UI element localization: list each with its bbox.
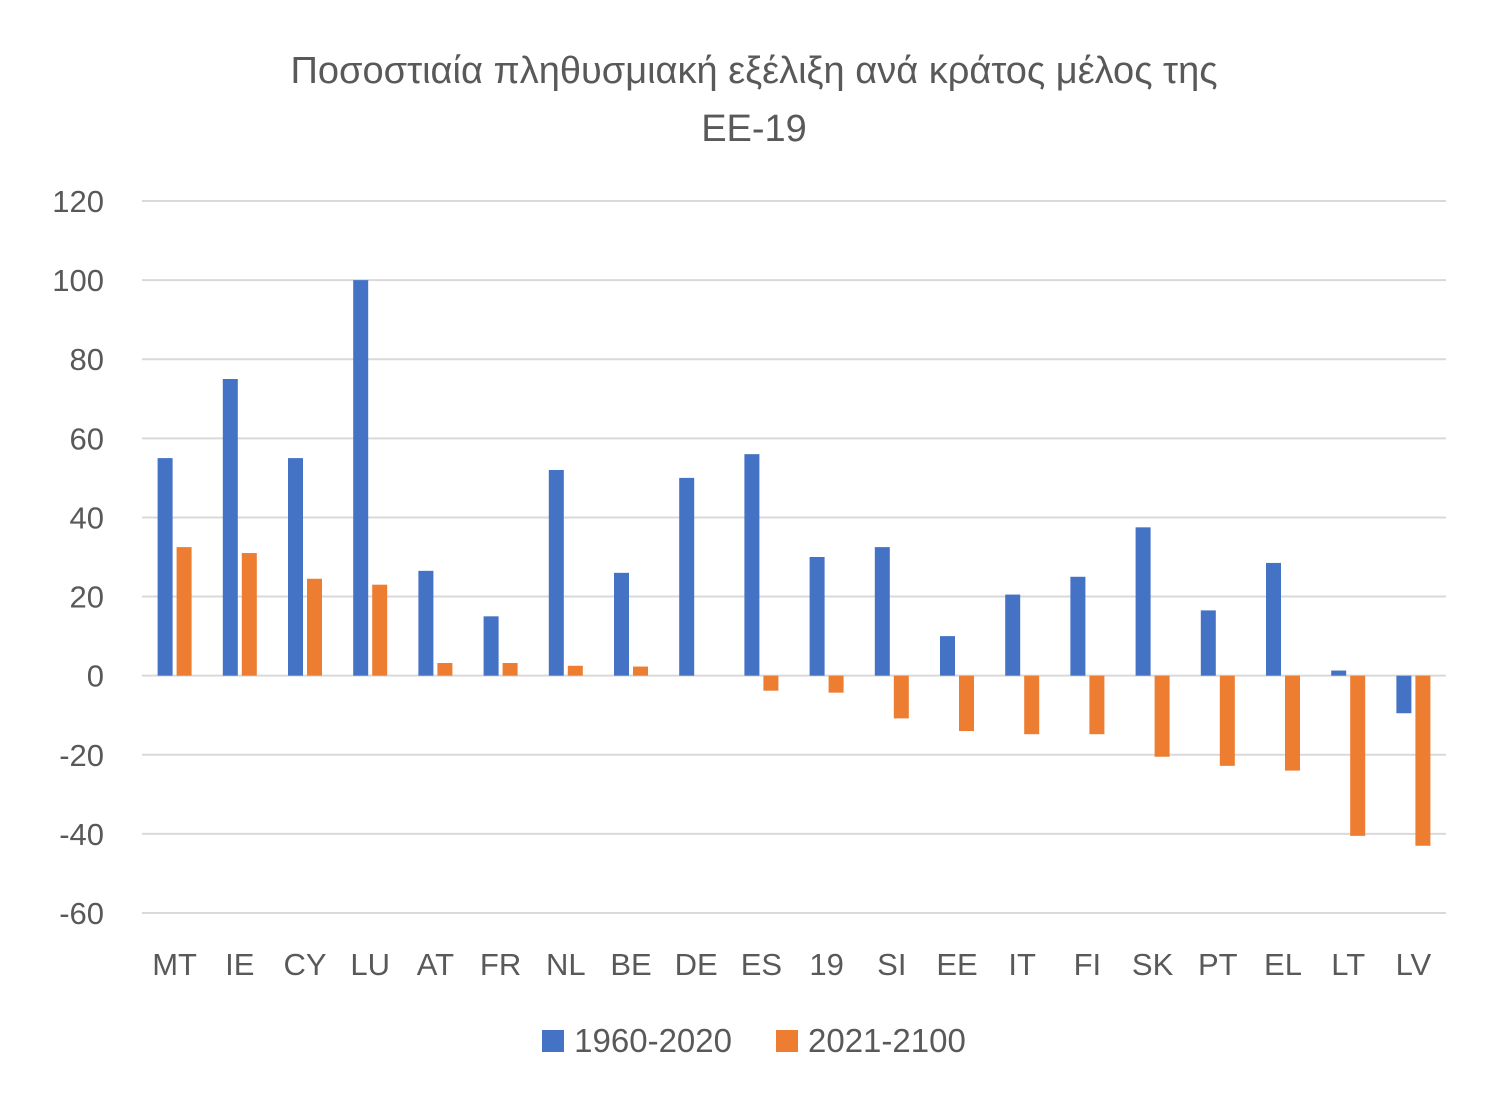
bar-series-1-IE[interactable] bbox=[222, 379, 238, 676]
x-tick-label: SK bbox=[1132, 947, 1174, 982]
x-tick-label: LT bbox=[1331, 947, 1365, 982]
y-tick-label: -20 bbox=[59, 738, 104, 773]
bar-series-2-SI[interactable] bbox=[893, 675, 909, 719]
x-tick-label: 19 bbox=[809, 947, 843, 982]
bar-series-2-LU[interactable] bbox=[372, 584, 388, 676]
bar-series-2-SK[interactable] bbox=[1154, 675, 1170, 757]
y-axis-tick-labels: 120 100 80 60 40 20 0 -20 -40 -60 bbox=[52, 184, 104, 931]
y-tick-label: -60 bbox=[59, 896, 104, 931]
bar-series-2-FI[interactable] bbox=[1089, 675, 1105, 735]
chart-title-line-2: ΕΕ-19 bbox=[701, 108, 807, 150]
bar-series-2-LT[interactable] bbox=[1350, 675, 1366, 836]
y-tick-label: -40 bbox=[59, 817, 104, 852]
bar-series-1-CY[interactable] bbox=[288, 458, 303, 676]
x-tick-label: EL bbox=[1264, 947, 1302, 982]
bar-series-1-SI[interactable] bbox=[874, 547, 890, 676]
bar-series-2-PT[interactable] bbox=[1219, 675, 1235, 766]
bar-series-2-ES[interactable] bbox=[763, 675, 779, 691]
legend-swatch-series-1 bbox=[542, 1030, 565, 1052]
chart-title-line-1: Ποσοστιαία πληθυσμιακή εξέλιξη ανά κράτο… bbox=[290, 50, 1218, 92]
bar-series-2-FR[interactable] bbox=[502, 663, 518, 676]
bar-series-1-NL[interactable] bbox=[548, 469, 564, 676]
bar-series-1-FI[interactable] bbox=[1070, 576, 1086, 676]
x-tick-label: DE bbox=[675, 947, 718, 982]
bar-series-2-MT[interactable] bbox=[176, 547, 192, 676]
x-tick-label: IT bbox=[1008, 947, 1036, 982]
legend-item-series-2[interactable]: 2021-2100 bbox=[776, 1022, 966, 1060]
y-tick-label: 20 bbox=[70, 580, 104, 615]
x-tick-label: BE bbox=[610, 947, 651, 982]
bar-series-1-PT[interactable] bbox=[1200, 610, 1216, 676]
bar-series-1-EE[interactable] bbox=[940, 636, 955, 676]
x-axis-tick-labels: MT IE CY LU AT FR NL BE DE ES 19 SI EE IT FI SK PT EL LT LV bbox=[152, 947, 1431, 982]
x-tick-label: AT bbox=[417, 947, 454, 982]
y-tick-label: 80 bbox=[70, 342, 104, 377]
y-tick-label: 120 bbox=[52, 184, 104, 219]
bar-series-2-NL[interactable] bbox=[567, 665, 583, 676]
x-tick-label: FR bbox=[480, 947, 521, 982]
bar-series-2-19[interactable] bbox=[828, 675, 844, 693]
x-tick-label: NL bbox=[546, 947, 586, 982]
y-tick-label: 40 bbox=[70, 500, 104, 535]
bar-series-1-LU[interactable] bbox=[353, 280, 369, 676]
bar-series-1-19[interactable] bbox=[809, 557, 825, 676]
x-tick-label: LU bbox=[350, 947, 390, 982]
legend-item-series-1[interactable]: 1960-2020 bbox=[542, 1022, 732, 1060]
bar-series-1-ES[interactable] bbox=[744, 454, 760, 676]
bar-series-2-IT[interactable] bbox=[1024, 675, 1040, 735]
bar-series-1-LV[interactable] bbox=[1396, 675, 1412, 714]
x-tick-label: IE bbox=[225, 947, 254, 982]
bar-series-1-DE[interactable] bbox=[679, 477, 695, 676]
legend: 1960-2020 2021-2100 bbox=[0, 1022, 1500, 1060]
legend-label-series-2: 2021-2100 bbox=[808, 1022, 966, 1059]
x-tick-label: ES bbox=[741, 947, 782, 982]
y-tick-label: 100 bbox=[52, 263, 104, 298]
bar-series-1-MT[interactable] bbox=[157, 458, 173, 676]
y-tick-label: 0 bbox=[87, 659, 104, 694]
x-tick-label: LV bbox=[1396, 947, 1432, 982]
bar-series-1-SK[interactable] bbox=[1135, 527, 1151, 676]
bar-series-2-EL[interactable] bbox=[1285, 675, 1300, 771]
legend-label-series-1: 1960-2020 bbox=[574, 1022, 732, 1059]
bar-chart: 120 100 80 60 40 20 0 -20 -40 -60 MT IE CY LU AT FR NL B… bbox=[52, 184, 1446, 982]
x-tick-label: CY bbox=[283, 947, 326, 982]
bar-series-2-AT[interactable] bbox=[437, 663, 453, 676]
x-tick-label: FI bbox=[1074, 947, 1102, 982]
y-tick-label: 60 bbox=[70, 421, 104, 456]
bars bbox=[157, 280, 1431, 846]
bar-series-2-CY[interactable] bbox=[307, 578, 322, 676]
bar-series-2-BE[interactable] bbox=[633, 666, 648, 676]
chart-title: Ποσοστιαία πληθυσμιακή εξέλιξη ανά κράτο… bbox=[0, 42, 1500, 158]
bar-series-1-FR[interactable] bbox=[483, 616, 499, 676]
bar-series-1-AT[interactable] bbox=[418, 570, 434, 676]
bar-series-1-BE[interactable] bbox=[614, 572, 629, 676]
x-tick-label: SI bbox=[877, 947, 906, 982]
bar-series-2-LV[interactable] bbox=[1415, 675, 1431, 846]
x-tick-label: PT bbox=[1198, 947, 1238, 982]
gridlines bbox=[142, 200, 1446, 914]
legend-swatch-series-2 bbox=[776, 1030, 798, 1052]
bar-series-1-IT[interactable] bbox=[1005, 594, 1021, 676]
x-tick-label: MT bbox=[152, 947, 197, 982]
bar-series-2-IE[interactable] bbox=[241, 553, 257, 676]
bar-series-2-EE[interactable] bbox=[959, 675, 974, 732]
x-tick-label: EE bbox=[936, 947, 977, 982]
bar-series-1-LT[interactable] bbox=[1331, 670, 1347, 676]
bar-series-1-EL[interactable] bbox=[1266, 562, 1281, 676]
